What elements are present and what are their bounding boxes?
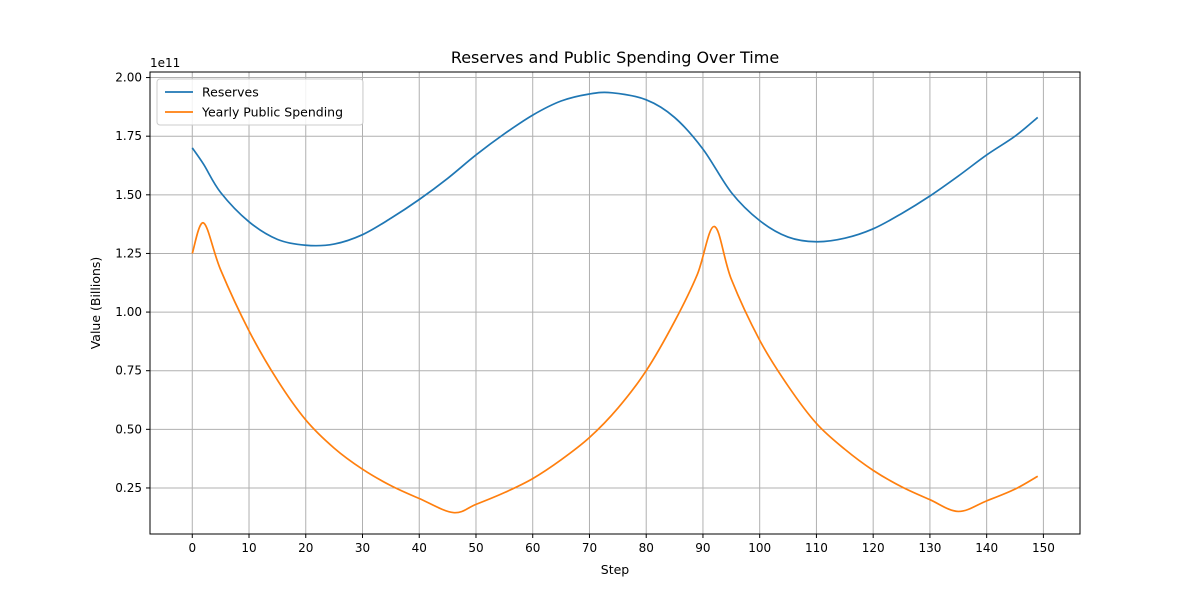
series-line-1 [191, 222, 1039, 514]
y-tick-label: 1.50 [115, 188, 142, 202]
x-tick-label: 90 [695, 541, 710, 555]
x-tick-label: 30 [355, 541, 370, 555]
x-axis-label: Step [601, 562, 630, 577]
y-axis-label: Value (Billions) [88, 257, 103, 350]
x-tick-label: 50 [468, 541, 483, 555]
x-tick-label: 150 [1032, 541, 1055, 555]
x-axis: 0 10 20 30 40 50 60 70 80 90 100 110 120 130 140 150 [188, 534, 1055, 555]
legend-box [156, 78, 364, 126]
y-tick-label: 0.75 [115, 364, 142, 378]
x-tick-label: 70 [582, 541, 597, 555]
legend-label-0: Reserves [202, 85, 259, 100]
y-tick-label: 0.50 [115, 422, 142, 436]
x-tick-label: 40 [412, 541, 427, 555]
y-tick-label: 1.75 [115, 129, 142, 143]
grid [150, 72, 1080, 534]
x-tick-label: 140 [975, 541, 998, 555]
y-tick-label: 1.25 [115, 246, 142, 260]
legend: Reserves Yearly Public Spending [156, 78, 364, 126]
x-tick-label: 10 [241, 541, 256, 555]
y-tick-label: 1.00 [115, 305, 142, 319]
x-tick-label: 20 [298, 541, 313, 555]
legend-label-1: Yearly Public Spending [201, 105, 343, 120]
y-tick-label: 2.00 [115, 71, 142, 85]
series-line-0 [191, 91, 1039, 247]
y-axis-offset-text: 1e11 [150, 56, 180, 70]
x-tick-label: 60 [525, 541, 540, 555]
x-tick-label: 80 [639, 541, 654, 555]
y-axis: 0.25 0.50 0.75 1.00 1.25 1.50 1.75 2.00 [115, 71, 150, 495]
x-tick-label: 120 [862, 541, 885, 555]
x-tick-label: 110 [805, 541, 828, 555]
x-tick-label: 0 [188, 541, 196, 555]
x-tick-label: 100 [748, 541, 771, 555]
chart-title: Reserves and Public Spending Over Time [451, 48, 779, 67]
x-tick-label: 130 [918, 541, 941, 555]
y-tick-label: 0.25 [115, 481, 142, 495]
plot-frame [149, 71, 1081, 535]
series-lines [191, 91, 1039, 514]
